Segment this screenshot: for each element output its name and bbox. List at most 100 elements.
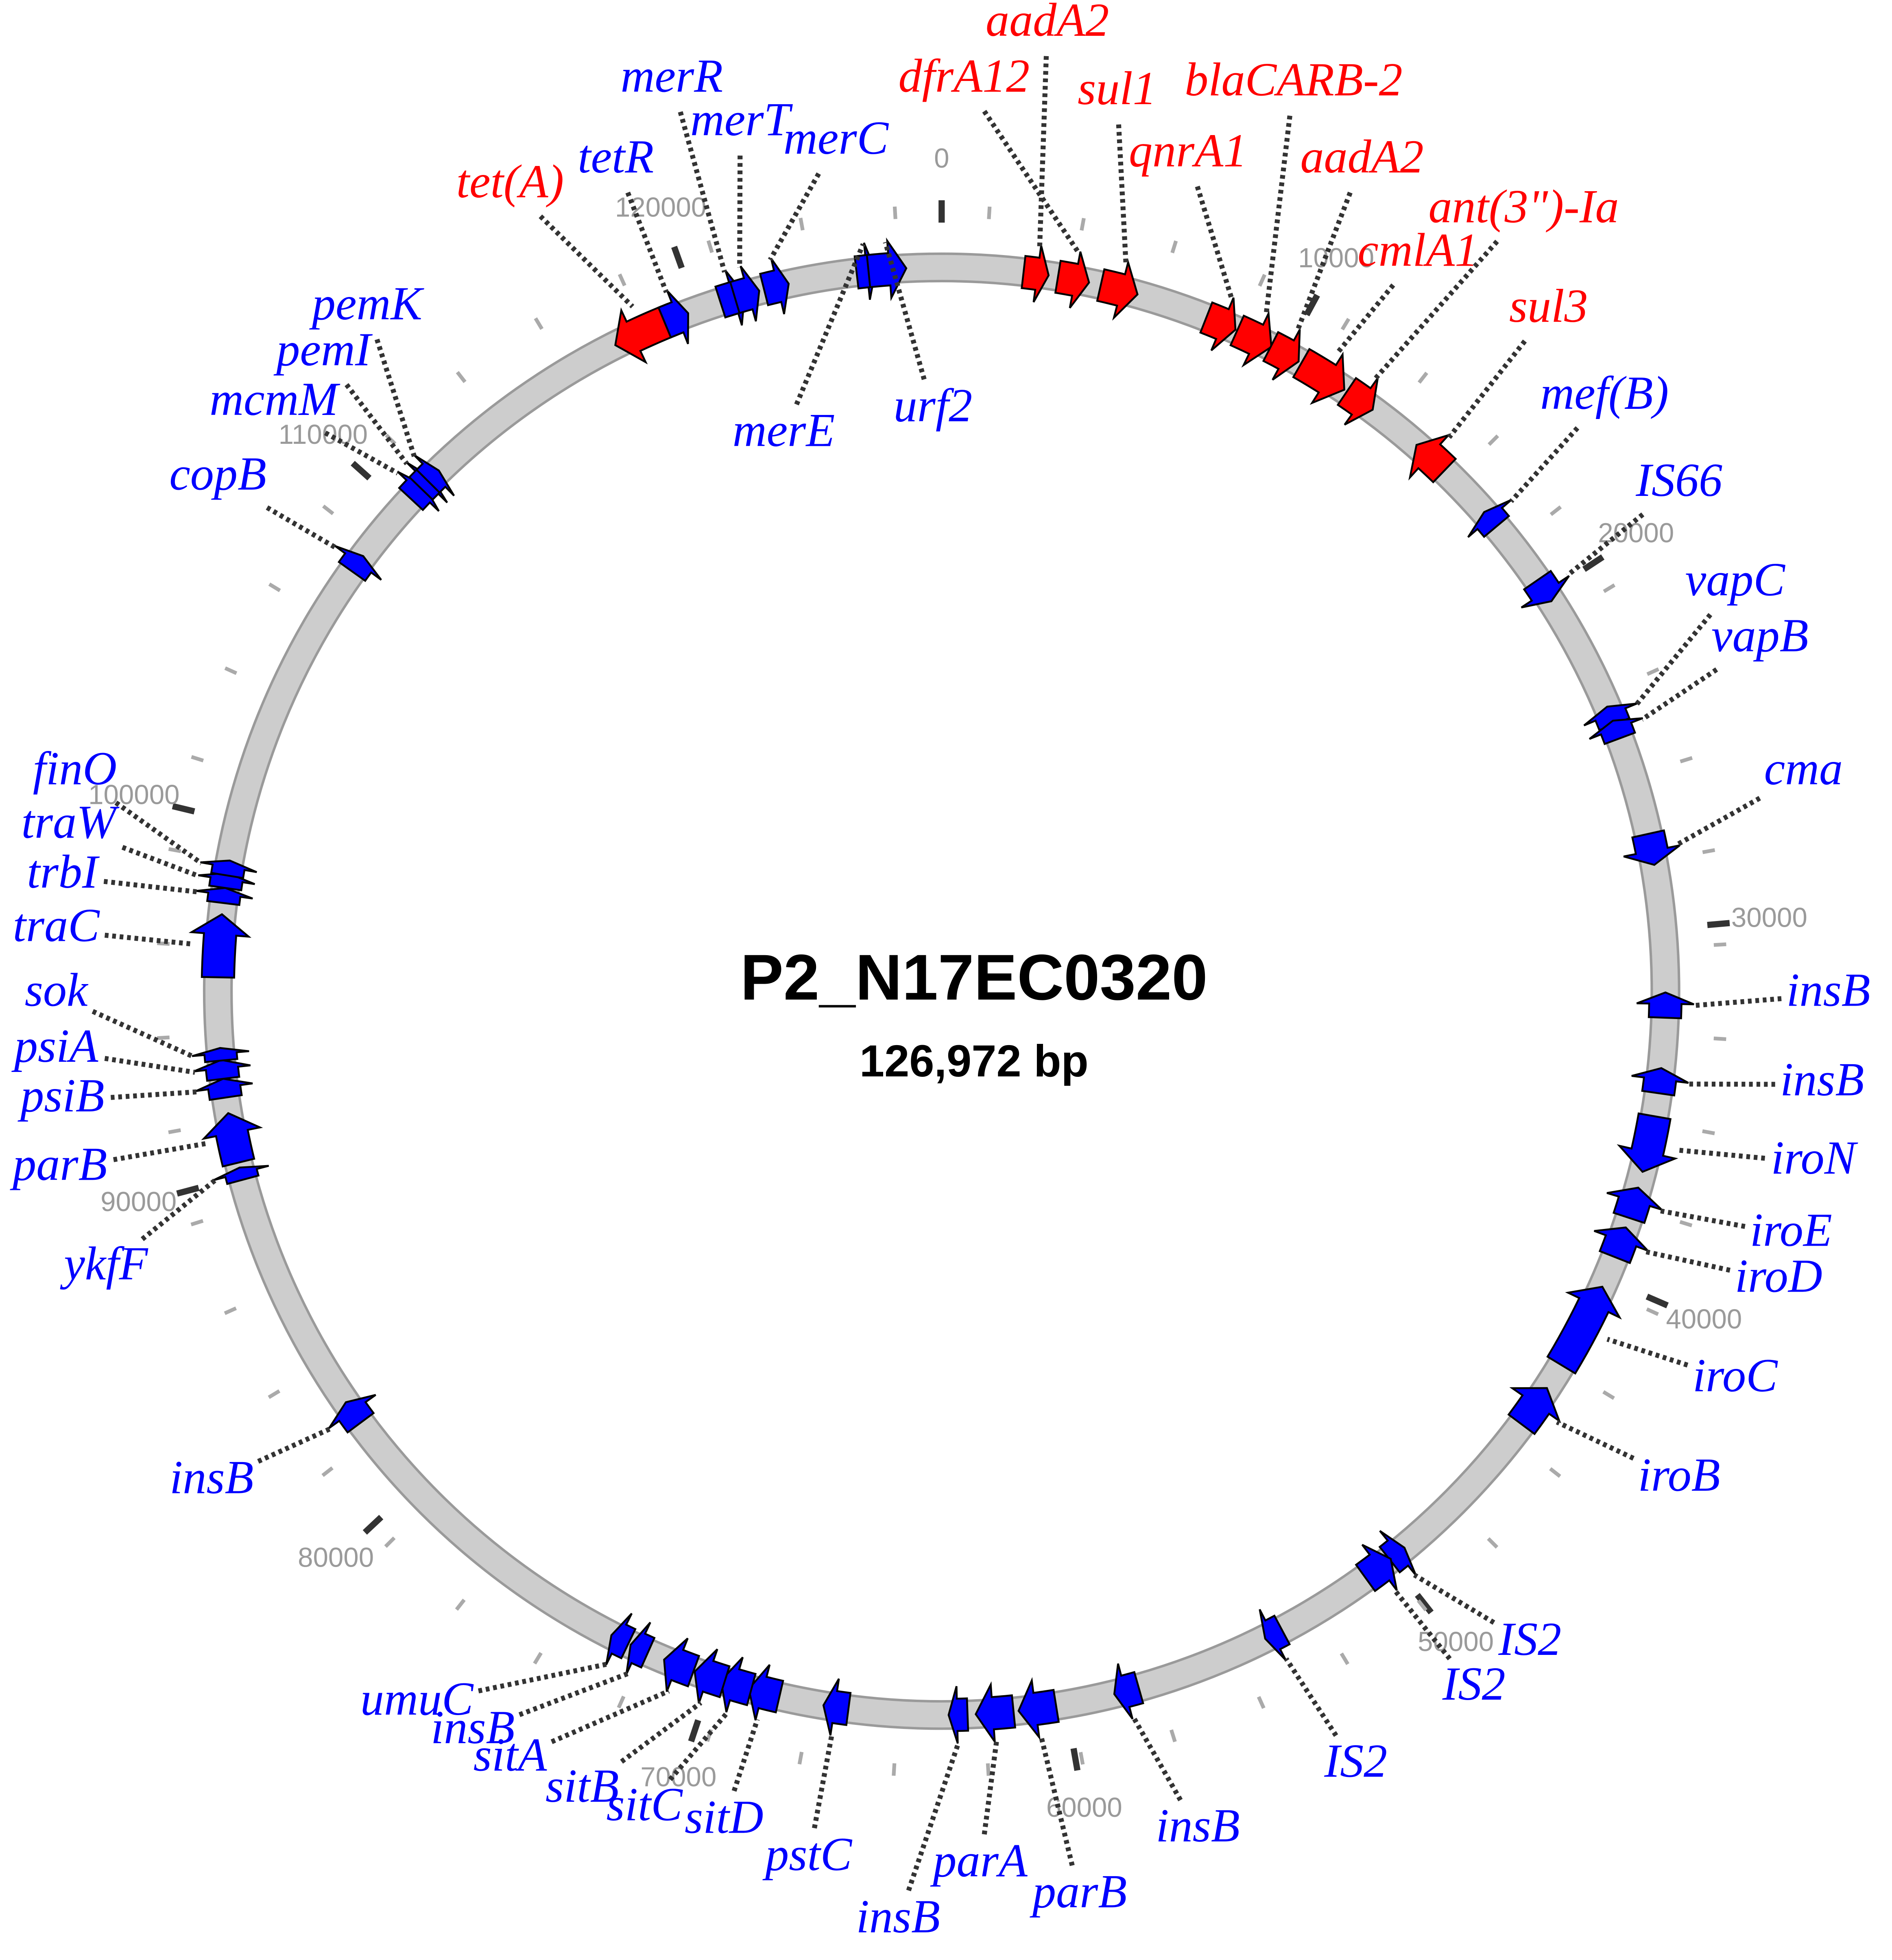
minor-tick	[384, 1536, 396, 1548]
minor-tick	[986, 1763, 991, 1776]
leader-line	[1037, 56, 1049, 247]
gene-label: sitA	[474, 1729, 548, 1781]
gene-arrow	[822, 1678, 852, 1736]
tick-mark	[1070, 1748, 1081, 1771]
minor-tick	[533, 1652, 543, 1665]
minor-tick	[1170, 240, 1178, 253]
gene-label: umuC	[360, 1673, 474, 1725]
gene-label: ant(3")-Ia	[1428, 180, 1619, 233]
gene-label: insB	[856, 1890, 941, 1943]
gene-arrow	[1617, 1112, 1678, 1173]
leader-line	[794, 243, 866, 406]
minor-tick	[168, 847, 181, 853]
gene-label: traC	[13, 899, 100, 952]
leader-line	[92, 1009, 194, 1059]
leader-line	[103, 879, 198, 895]
gene-arrow	[200, 860, 258, 880]
gene-label: pemK	[309, 277, 425, 330]
gene-label: finO	[33, 742, 117, 795]
leader-line	[1640, 667, 1718, 722]
tick-label: 110000	[279, 419, 368, 450]
leader-line	[1264, 115, 1292, 314]
leader-line	[906, 1741, 961, 1892]
gene-arrow	[694, 1648, 731, 1704]
gene-label: merR	[621, 50, 723, 102]
minor-tick	[224, 666, 238, 675]
gene-arrow	[1623, 829, 1680, 866]
minor-tick	[1488, 434, 1499, 446]
gene-label: iroD	[1735, 1250, 1822, 1302]
gene-label: pstC	[762, 1828, 853, 1881]
gene-label: parA	[930, 1834, 1028, 1887]
leader-line	[539, 214, 635, 308]
gene-arrow	[328, 1394, 376, 1434]
minor-tick	[892, 1763, 897, 1776]
gene-arrow	[192, 1047, 249, 1063]
minor-tick	[1487, 1537, 1499, 1549]
minor-tick	[1679, 1220, 1693, 1227]
tick-label: 80000	[298, 1543, 374, 1573]
gene-label: psiB	[17, 1069, 105, 1122]
gene-label: traW	[22, 796, 120, 849]
minor-tick	[1602, 1390, 1615, 1400]
gene-arrow	[625, 1622, 656, 1675]
leader-line	[324, 430, 399, 476]
gene-label: sitB	[546, 1760, 619, 1812]
plasmid-name: P2_N17EC0320	[740, 941, 1208, 1013]
gene-label: cma	[1764, 742, 1843, 795]
gene-arrow	[1336, 377, 1379, 426]
gene-arrow	[748, 1664, 784, 1721]
tick-label: 40000	[1666, 1304, 1742, 1335]
minor-tick	[617, 1696, 626, 1709]
gene-label: mef(B)	[1540, 367, 1669, 419]
tick-label: 120000	[615, 192, 706, 223]
leader-line	[518, 1671, 629, 1717]
gene-label: iroE	[1750, 1204, 1832, 1256]
minor-tick	[1417, 371, 1428, 384]
gene-label: vapC	[1685, 553, 1786, 606]
leader-line	[1374, 240, 1499, 380]
gene-label: IS2	[1324, 1735, 1387, 1788]
minor-tick	[1702, 848, 1715, 854]
gene-arrow	[1262, 329, 1301, 381]
minor-tick	[1340, 1652, 1350, 1665]
minor-tick	[1340, 318, 1351, 331]
tick-mark	[176, 1185, 200, 1197]
gene-arrow	[729, 265, 760, 322]
leader-line	[266, 505, 337, 550]
gene-arrow	[1378, 1530, 1417, 1576]
minor-tick	[1258, 274, 1267, 287]
gene-label: copB	[169, 448, 266, 500]
gene-arrow	[605, 1613, 637, 1665]
gene-arrow	[201, 1112, 263, 1168]
minor-tick	[1257, 1696, 1266, 1709]
leader-line	[620, 1700, 703, 1764]
gene-label: insB	[1786, 964, 1870, 1016]
gene-arrow	[1199, 297, 1237, 351]
tick-label: 70000	[640, 1762, 716, 1792]
tick-mark	[1415, 1593, 1434, 1615]
leader-line	[1413, 1573, 1495, 1625]
tick-mark	[688, 1719, 701, 1743]
minor-tick	[322, 504, 334, 515]
gene-arrow	[1467, 499, 1512, 538]
gene-label: IS2	[1442, 1658, 1506, 1710]
gene-arrow	[213, 1165, 269, 1185]
minor-tick	[1603, 583, 1616, 593]
gene-label: sitD	[685, 1791, 764, 1843]
minor-tick	[1549, 1467, 1561, 1478]
minor-tick	[1646, 1307, 1659, 1316]
minor-tick	[1416, 1599, 1427, 1612]
gene-label: merE	[733, 404, 835, 457]
leader-line	[668, 1709, 731, 1781]
tick-label: 60000	[1046, 1792, 1122, 1823]
gene-label: insB	[431, 1701, 515, 1754]
minor-tick	[706, 240, 714, 253]
gene-label: insB	[1156, 1800, 1240, 1852]
tick-mark	[172, 803, 195, 815]
gene-label: vapB	[1711, 609, 1809, 662]
minor-tick	[268, 582, 281, 592]
gene-label: sitC	[607, 1779, 683, 1831]
gene-label: pemI	[273, 323, 373, 376]
